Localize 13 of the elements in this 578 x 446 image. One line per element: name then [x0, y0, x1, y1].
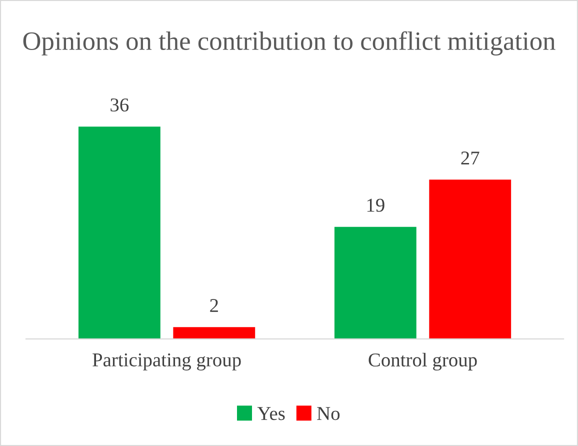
x-tick-label: Participating group	[92, 353, 241, 370]
legend-label: Yes	[257, 407, 285, 420]
bar	[334, 226, 416, 339]
legend-label: No	[317, 407, 340, 420]
bar	[78, 126, 160, 339]
data-label: 2	[210, 299, 218, 312]
data-label: 36	[110, 98, 129, 112]
chart-title: Opinions on the contribution to conflict mitigation	[23, 31, 556, 56]
x-tick-label: Control group	[368, 352, 477, 371]
data-label: 19	[367, 198, 384, 212]
data-label: 27	[461, 152, 480, 164]
bar	[173, 327, 256, 339]
bar	[429, 180, 512, 339]
